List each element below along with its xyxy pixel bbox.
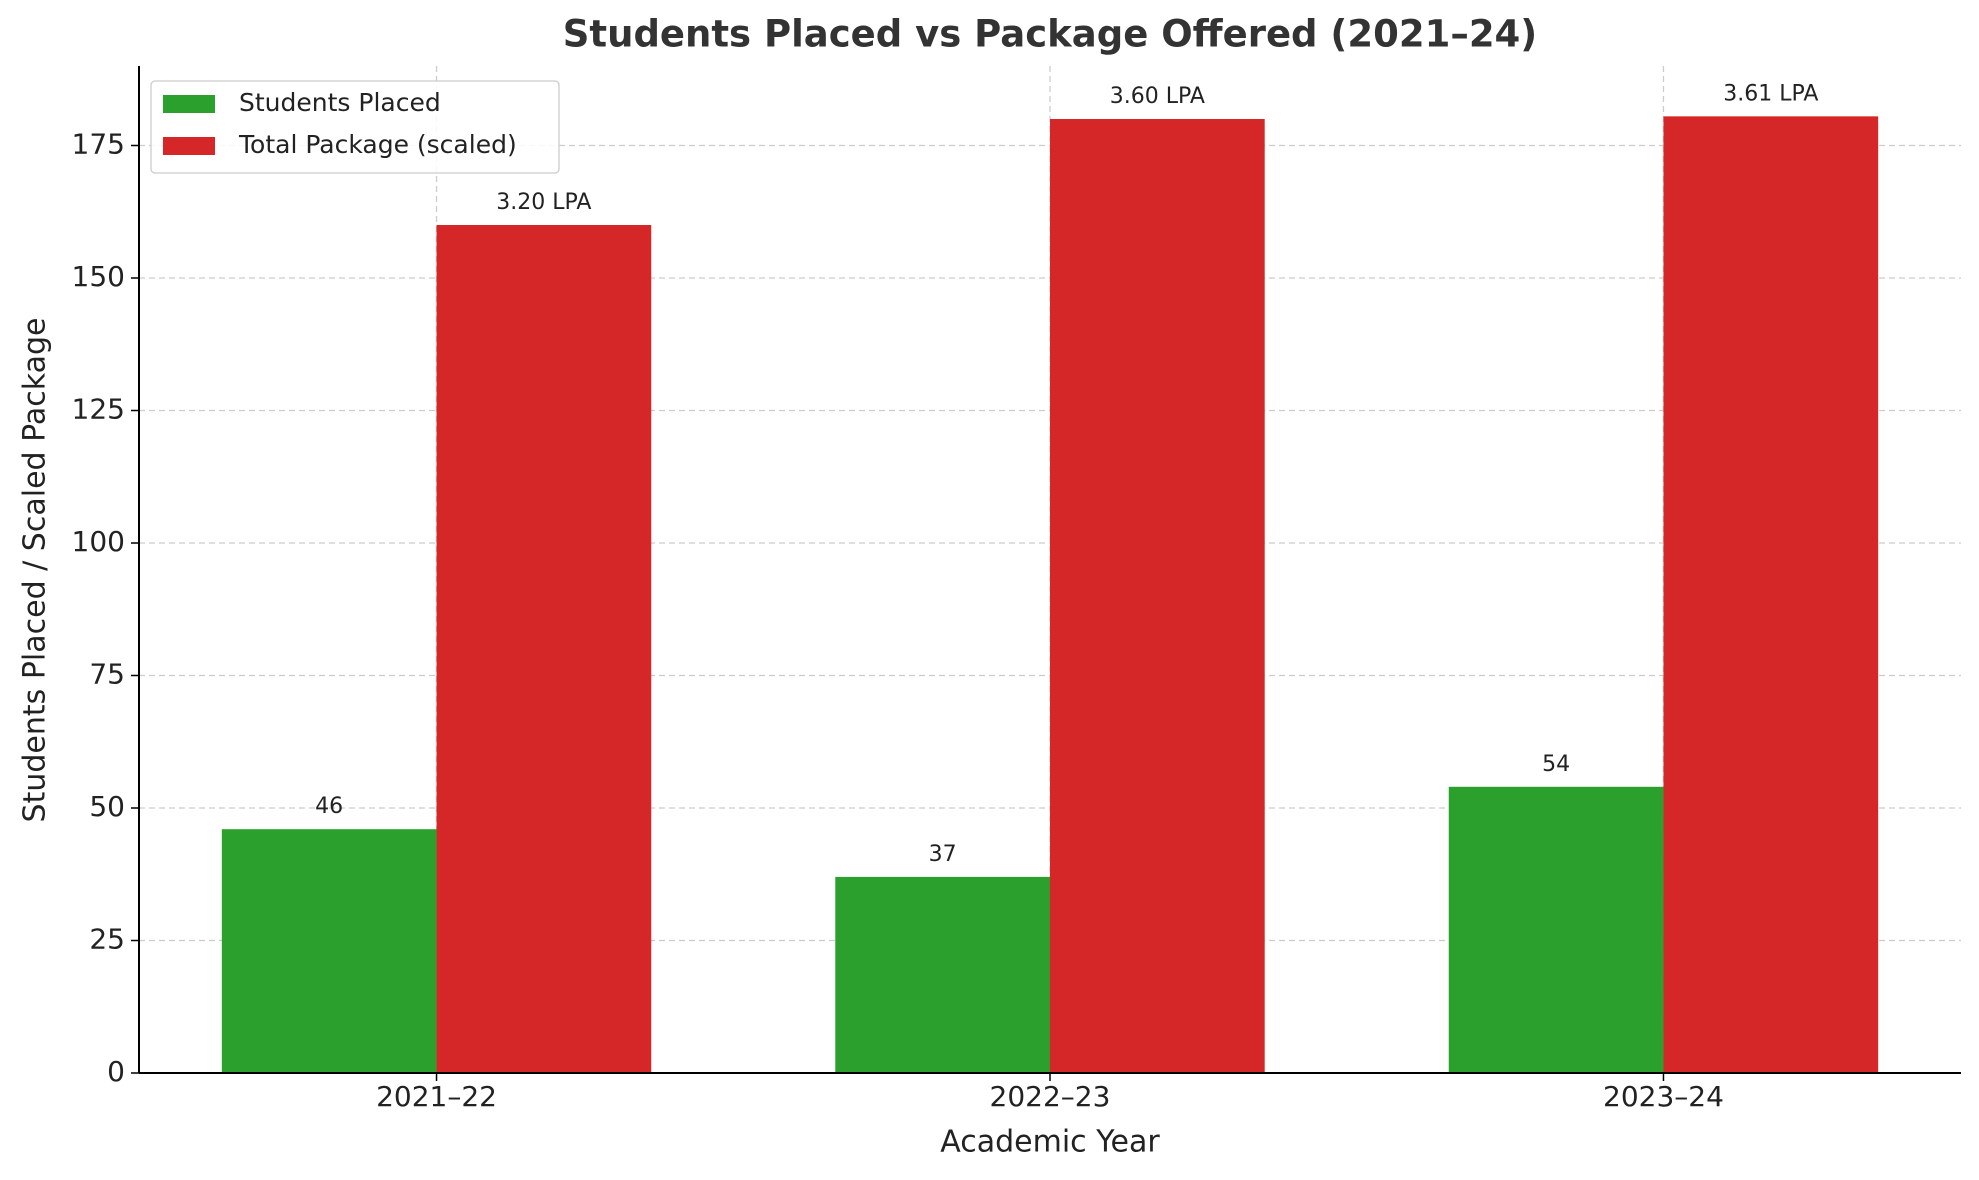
y-tick-label: 0 [107,1055,125,1088]
bar [835,876,1050,1073]
x-tick-label: 2021–22 [376,1080,497,1113]
y-axis-label: Students Placed / Scaled Package [18,318,53,823]
y-tick-label: 50 [89,790,125,823]
y-tick-label: 25 [89,923,125,956]
x-tick-label: 2023–24 [1603,1080,1724,1113]
x-axis-label: Academic Year [940,1125,1160,1160]
chart-title: Students Placed vs Package Offered (2021… [563,13,1537,56]
bar [1663,116,1879,1074]
legend-box [150,80,560,174]
bar [1050,119,1265,1073]
y-tick-label: 125 [72,393,125,426]
legend-swatch [163,95,215,113]
legend-label: Total Package (scaled) [238,130,517,159]
y-tick-label: 150 [72,260,125,293]
value-label: 54 [1542,752,1570,777]
value-label: 46 [315,794,343,819]
legend-swatch [163,137,215,155]
x-tick-label: 2022–23 [990,1080,1111,1113]
legend-label: Students Placed [239,88,441,117]
bar [221,829,437,1073]
y-tick-label: 100 [72,525,125,558]
value-label: 3.60 LPA [1110,84,1205,109]
y-tick-label: 75 [89,658,125,691]
y-tick-label: 175 [72,128,125,161]
bar [1448,786,1664,1073]
value-label: 37 [929,842,957,867]
bar [436,225,652,1073]
value-label: 3.20 LPA [496,190,591,215]
value-label: 3.61 LPA [1723,81,1818,106]
